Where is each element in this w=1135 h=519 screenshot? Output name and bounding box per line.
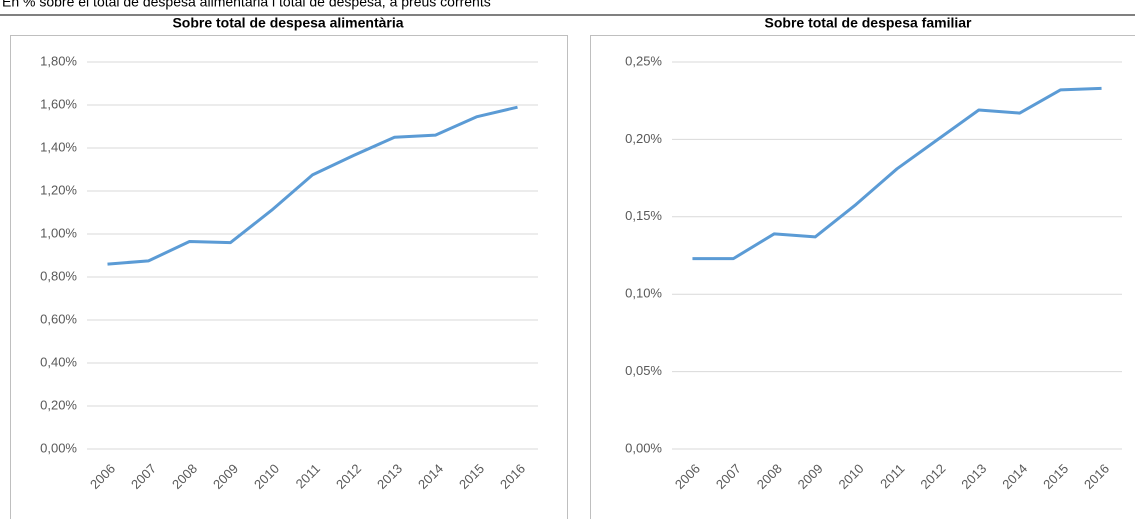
y-tick-label: 0,00%	[40, 440, 77, 455]
x-tick-label: 2012	[917, 461, 948, 492]
y-tick-label: 1,80%	[40, 53, 77, 68]
x-tick-label: 2011	[293, 461, 323, 491]
y-tick-label: 1,20%	[40, 182, 77, 197]
y-tick-label: 1,40%	[40, 139, 77, 154]
chart-frame	[590, 35, 1135, 519]
line-series	[107, 105, 518, 266]
x-tick-label: 2012	[333, 461, 364, 492]
x-tick-label: 2008	[754, 461, 785, 492]
y-tick-label: 0,20%	[625, 131, 662, 146]
chart-title: Sobre total de despesa familiar	[765, 15, 973, 31]
header: En % sobre el total de despesa alimentàr…	[2, 0, 491, 10]
x-tick-label: 2014	[999, 461, 1030, 492]
x-tick-label: 2015	[1040, 461, 1071, 492]
x-tick-label: 2010	[251, 461, 282, 492]
x-tick-label: 2010	[836, 461, 867, 492]
x-tick-label: 2006	[672, 461, 703, 492]
x-tick-label: 2009	[795, 461, 826, 492]
y-tick-label: 0,60%	[40, 311, 77, 326]
y-tick-label: 0,15%	[625, 208, 662, 223]
x-tick-label: 2008	[169, 461, 200, 492]
y-tick-label: 1,00%	[40, 225, 77, 240]
x-tick-label: 2014	[415, 461, 446, 492]
y-tick-label: 0,40%	[40, 354, 77, 369]
x-tick-label: 2011	[877, 461, 907, 491]
x-tick-label: 2007	[128, 461, 159, 492]
y-tick-label: 0,05%	[625, 363, 662, 378]
y-tick-label: 0,25%	[625, 53, 662, 68]
y-tick-label: 0,10%	[625, 286, 662, 301]
x-tick-label: 2009	[210, 461, 241, 492]
y-tick-label: 0,20%	[40, 397, 77, 412]
chart-frame	[10, 35, 568, 519]
x-tick-label: 2016	[497, 461, 528, 492]
x-tick-label: 2006	[87, 461, 118, 492]
chart-title: Sobre total de despesa alimentària	[172, 15, 403, 31]
y-tick-label: 0,00%	[625, 440, 662, 455]
x-tick-label: 2016	[1081, 461, 1112, 492]
x-tick-label: 2015	[456, 461, 487, 492]
y-tick-label: 0,80%	[40, 268, 77, 283]
x-tick-label: 2013	[374, 461, 405, 492]
line-series	[692, 86, 1102, 261]
y-tick-label: 1,60%	[40, 96, 77, 111]
x-tick-label: 2013	[958, 461, 989, 492]
x-tick-label: 2007	[713, 461, 744, 492]
